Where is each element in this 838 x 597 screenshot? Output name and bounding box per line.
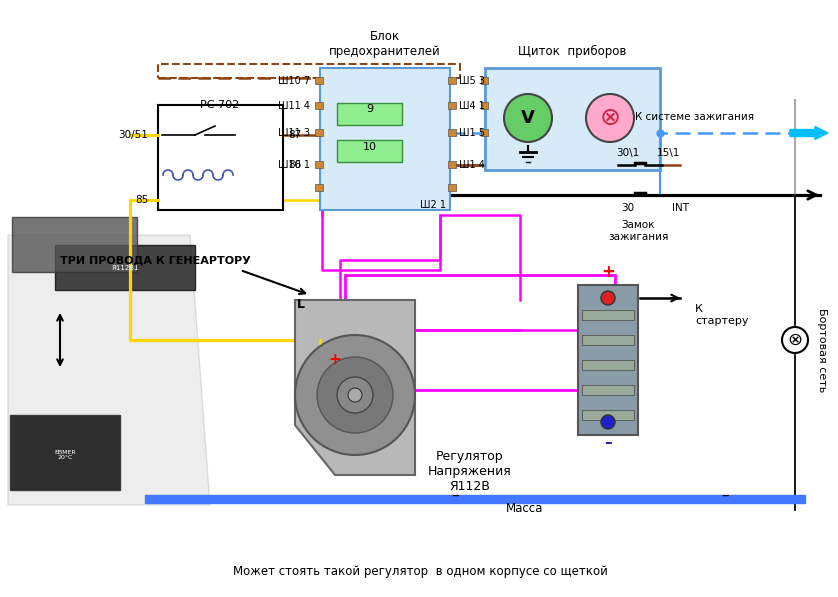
Bar xyxy=(582,335,634,345)
Text: –: – xyxy=(722,488,729,503)
Text: 85: 85 xyxy=(135,195,148,205)
Text: Замок
зажигания: Замок зажигания xyxy=(608,220,668,242)
Text: Ш2 1: Ш2 1 xyxy=(420,200,446,210)
Text: 9: 9 xyxy=(366,104,374,114)
Bar xyxy=(315,129,323,136)
Bar xyxy=(158,64,460,78)
Bar xyxy=(448,77,456,84)
Text: 30\1: 30\1 xyxy=(617,148,639,158)
Bar xyxy=(582,385,634,395)
Text: 86: 86 xyxy=(288,160,301,170)
Text: L: L xyxy=(297,298,305,312)
Text: Ш11 3: Ш11 3 xyxy=(278,128,310,138)
Text: –: – xyxy=(604,435,612,450)
Bar xyxy=(315,77,323,84)
Bar xyxy=(448,102,456,109)
Bar xyxy=(578,285,638,435)
Bar xyxy=(315,161,323,168)
Bar xyxy=(582,410,634,420)
Text: К системе зажигания: К системе зажигания xyxy=(635,112,754,122)
Text: Может стоять такой регулятор  в одном корпусе со щеткой: Может стоять такой регулятор в одном кор… xyxy=(233,565,608,578)
Text: 10: 10 xyxy=(363,142,377,152)
Bar xyxy=(448,184,456,191)
Circle shape xyxy=(337,377,373,413)
Bar xyxy=(315,102,323,109)
Bar xyxy=(481,102,488,109)
Bar xyxy=(145,495,805,503)
Circle shape xyxy=(601,415,615,429)
Text: Ш1 5: Ш1 5 xyxy=(459,128,485,138)
FancyArrow shape xyxy=(790,127,828,140)
Bar xyxy=(315,184,323,191)
Text: К
стартеру: К стартеру xyxy=(695,304,748,326)
Text: Я112В1: Я112В1 xyxy=(111,265,139,271)
Text: 87: 87 xyxy=(288,130,301,140)
Text: Ш10 7: Ш10 7 xyxy=(278,76,310,86)
Text: V: V xyxy=(521,109,535,127)
Circle shape xyxy=(504,94,552,142)
Text: Бортовая сеть: Бортовая сеть xyxy=(817,308,827,392)
Bar xyxy=(158,105,283,210)
Text: –: – xyxy=(451,488,459,503)
Bar xyxy=(337,140,402,162)
Text: Ш4 1: Ш4 1 xyxy=(459,101,485,111)
Text: 30/51: 30/51 xyxy=(118,130,148,140)
Bar xyxy=(55,245,195,290)
Circle shape xyxy=(348,388,362,402)
Bar xyxy=(582,360,634,370)
Bar xyxy=(481,129,488,136)
Text: ⊗: ⊗ xyxy=(599,106,620,130)
Circle shape xyxy=(586,94,634,142)
Text: Регулятор
Напряжения
Я112В: Регулятор Напряжения Я112В xyxy=(428,450,512,493)
Text: Масса: Масса xyxy=(506,501,544,515)
Text: Щиток  приборов: Щиток приборов xyxy=(518,45,626,58)
Bar xyxy=(320,68,450,210)
Polygon shape xyxy=(295,300,415,475)
Bar xyxy=(485,68,660,170)
Text: INT: INT xyxy=(671,203,689,213)
Text: РС 702: РС 702 xyxy=(200,100,240,110)
Bar xyxy=(582,310,634,320)
Text: ТРИ ПРОВОДА К ГЕНЕАРТОРУ: ТРИ ПРОВОДА К ГЕНЕАРТОРУ xyxy=(59,255,251,265)
Text: 15\1: 15\1 xyxy=(656,148,680,158)
Text: EBMER
20°C: EBMER 20°C xyxy=(54,450,75,460)
Text: Ш11 4: Ш11 4 xyxy=(278,101,310,111)
Text: +: + xyxy=(601,263,615,281)
Circle shape xyxy=(601,291,615,305)
Text: Ш10 1: Ш10 1 xyxy=(278,160,310,170)
Text: +: + xyxy=(328,352,341,368)
Text: Ш1 4: Ш1 4 xyxy=(459,160,485,170)
Text: Ш5 3: Ш5 3 xyxy=(459,76,485,86)
Polygon shape xyxy=(8,235,210,505)
Circle shape xyxy=(782,327,808,353)
Bar xyxy=(448,129,456,136)
Circle shape xyxy=(295,335,415,455)
Text: ⊗: ⊗ xyxy=(788,331,803,349)
Bar xyxy=(345,275,615,390)
Bar xyxy=(337,103,402,125)
Bar xyxy=(481,77,488,84)
Bar xyxy=(448,161,456,168)
Bar xyxy=(10,415,120,490)
Text: Блок
предохранителей: Блок предохранителей xyxy=(329,30,441,58)
Circle shape xyxy=(317,357,393,433)
Text: 30: 30 xyxy=(622,203,634,213)
Bar xyxy=(12,217,137,272)
